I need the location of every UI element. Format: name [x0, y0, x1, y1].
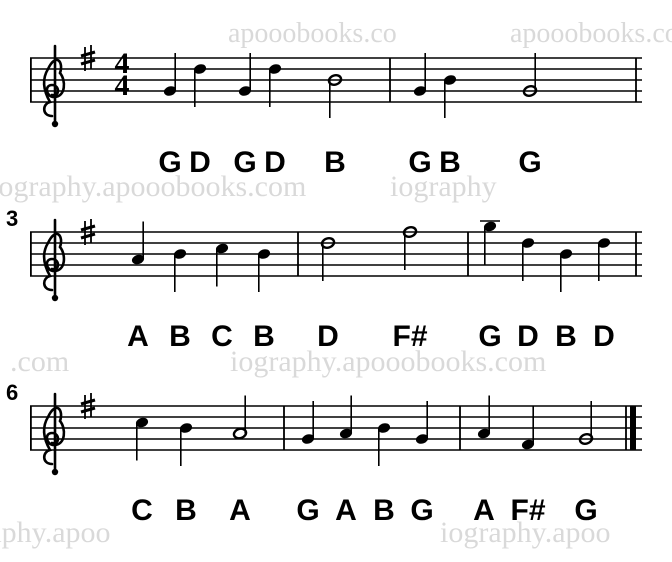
note	[377, 422, 392, 466]
note-letter: D	[317, 320, 339, 354]
note-letter: G	[518, 146, 541, 180]
measure-number: 6	[6, 380, 18, 406]
watermark-text: .com	[10, 345, 69, 379]
note	[443, 74, 458, 118]
note-letter: D	[189, 146, 211, 180]
note-letter: D	[264, 146, 286, 180]
note	[163, 53, 178, 97]
measure-number: 3	[6, 206, 18, 232]
note-letter: B	[373, 494, 395, 528]
note-letter: A	[335, 494, 357, 528]
note-letter: A	[127, 320, 149, 354]
note	[415, 401, 430, 445]
note-letter: F#	[392, 320, 427, 354]
note	[193, 63, 208, 107]
note	[559, 248, 574, 292]
staff-system: 3ABCBDF#GDBD	[30, 210, 642, 324]
note-letter: B	[169, 320, 191, 354]
note	[521, 237, 536, 281]
note-letter: F#	[510, 494, 545, 528]
note-letter: B	[253, 320, 275, 354]
note	[413, 53, 428, 97]
note-letter: G	[296, 494, 319, 528]
note-letter: G	[574, 494, 597, 528]
note-letter: G	[410, 494, 433, 528]
note	[257, 248, 272, 292]
staff-svg: 44	[30, 36, 642, 150]
note-letter: A	[473, 494, 495, 528]
note	[268, 63, 283, 107]
sheet-music-container: apooobooks.coapooobooks.coiography.apooo…	[0, 0, 672, 562]
note-letter: D	[517, 320, 539, 354]
note-letter: G	[158, 146, 181, 180]
note	[173, 248, 188, 292]
note-letter: B	[555, 320, 577, 354]
note-letter: D	[593, 320, 615, 354]
note-letter: B	[175, 494, 197, 528]
note	[597, 237, 612, 281]
note-letter: G	[408, 146, 431, 180]
staff-svg	[30, 384, 642, 498]
note	[238, 53, 253, 97]
note-letter: A	[229, 494, 251, 528]
note-letter: B	[324, 146, 346, 180]
note-letter: B	[439, 146, 461, 180]
note-letter: G	[233, 146, 256, 180]
note	[179, 422, 194, 466]
watermark-text: iography.apooobooks.com	[0, 170, 306, 204]
note-letter: C	[131, 494, 153, 528]
note-letter: C	[211, 320, 233, 354]
watermark-text: iography.apoo	[0, 516, 111, 550]
note	[301, 401, 316, 445]
staff-system: 44GDGDBGBG	[30, 36, 642, 150]
staff-svg	[30, 210, 642, 324]
note-letter: G	[478, 320, 501, 354]
svg-text:4: 4	[115, 69, 130, 102]
staff-system: 6CBAGABGAF#G	[30, 384, 642, 498]
